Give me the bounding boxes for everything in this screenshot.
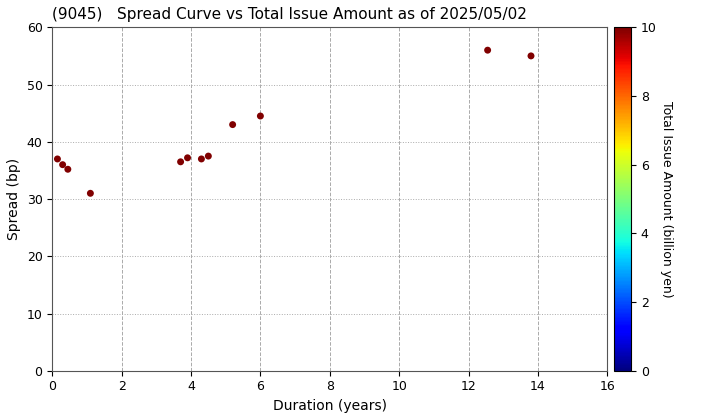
Y-axis label: Total Issue Amount (billion yen): Total Issue Amount (billion yen) [660, 101, 673, 297]
Point [181, 155, 193, 161]
Point [52, 155, 63, 162]
Point [525, 52, 536, 59]
X-axis label: Duration (years): Duration (years) [273, 399, 387, 413]
Point [62, 166, 73, 173]
Point [57, 161, 68, 168]
Point [482, 47, 493, 53]
Point [227, 121, 238, 128]
Point [196, 155, 207, 162]
Y-axis label: Spread (bp): Spread (bp) [7, 158, 21, 240]
Point [255, 113, 266, 119]
Point [202, 153, 214, 160]
Text: (9045)   Spread Curve vs Total Issue Amount as of 2025/05/02: (9045) Spread Curve vs Total Issue Amoun… [53, 7, 527, 22]
Point [175, 158, 186, 165]
Point [85, 190, 96, 197]
